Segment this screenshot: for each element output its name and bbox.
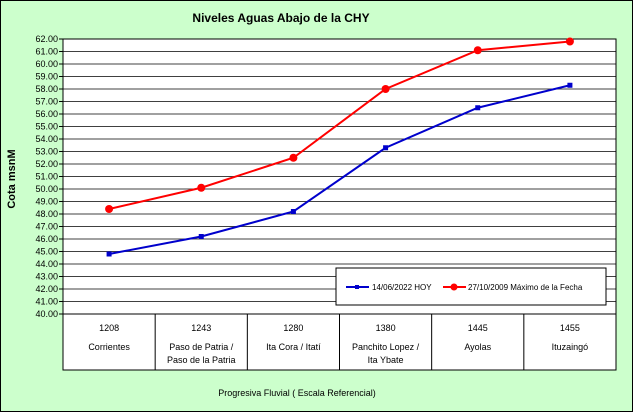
y-tick-label: 61.00: [35, 47, 58, 57]
category-name-0: Corrientes: [88, 342, 130, 352]
data-point-1-3: [381, 85, 390, 93]
y-tick-label: 60.00: [35, 59, 58, 69]
legend-label-0: 14/06/2022 HOY: [372, 283, 432, 292]
category-labels: 1208 Corrientes 1243 Paso de Patria / Pa…: [88, 323, 588, 365]
chart-title: Niveles Aguas Abajo de la CHY: [192, 11, 369, 25]
data-point-0-5: [567, 82, 573, 88]
y-tick-label: 44.00: [35, 259, 58, 269]
y-tick-label: 42.00: [35, 284, 58, 294]
data-point-1-0: [105, 205, 114, 213]
legend-marker-0: [355, 285, 359, 289]
y-axis-label: Cota msnM: [6, 149, 18, 208]
category-km-4: 1445: [468, 323, 488, 333]
y-tick-label: 53.00: [35, 147, 58, 157]
y-tick-label: 55.00: [35, 122, 58, 132]
y-tick-label: 51.00: [35, 172, 58, 182]
category-name-5: Ituzaingó: [552, 342, 589, 352]
data-point-1-2: [289, 153, 298, 162]
y-tick-label: 57.00: [35, 97, 58, 107]
grid-lines: [63, 51, 616, 302]
series-line-0: [108, 84, 571, 255]
y-tick-label: 49.00: [35, 197, 58, 207]
y-tick-label: 47.00: [35, 222, 58, 232]
y-tick-label: 48.00: [35, 209, 58, 219]
y-tick-label: 58.00: [35, 84, 58, 94]
y-tick-label: 52.00: [35, 159, 58, 169]
y-tick-label: 62.00: [35, 34, 58, 44]
category-name-3: Panchito Lopez /: [352, 342, 420, 352]
legend-marker-1: [450, 283, 458, 291]
y-tick-label: 46.00: [35, 234, 58, 244]
data-point-0-0: [106, 251, 112, 257]
y-tick-label: 41.00: [35, 297, 58, 307]
category-name2-1: Paso de la Patria: [167, 355, 236, 365]
category-dividers: [154, 314, 525, 370]
category-name-2: Ita Cora / Itatí: [266, 342, 321, 352]
category-km-5: 1455: [560, 323, 580, 333]
legend-box: [335, 267, 607, 306]
y-tick-label: 54.00: [35, 134, 58, 144]
data-point-1-4: [473, 46, 482, 55]
category-km-0: 1208: [99, 323, 119, 333]
y-tick-label: 50.00: [35, 184, 58, 194]
category-km-3: 1380: [376, 323, 396, 333]
legend: 14/06/2022 HOY 27/10/2009 Máximo de la F…: [335, 267, 607, 306]
series-layer: [105, 37, 574, 257]
category-km-2: 1280: [283, 323, 303, 333]
data-point-0-3: [383, 145, 389, 151]
data-point-0-1: [198, 234, 204, 239]
y-axis: 40.00 41.00 42.00 43.00 44.00 45.00 46.00 47.00…: [35, 34, 63, 319]
category-name-4: Ayolas: [464, 342, 491, 352]
category-km-1: 1243: [191, 323, 211, 333]
category-name-1: Paso de Patria /: [169, 342, 234, 352]
data-point-0-2: [290, 209, 296, 214]
y-tick-label: 43.00: [35, 272, 58, 282]
y-tick-label: 56.00: [35, 109, 58, 119]
data-point-1-1: [197, 183, 206, 192]
series-line-1: [108, 40, 571, 210]
x-axis-label: Progresiva Fluvial ( Escala Referencial): [218, 388, 376, 398]
y-tick-label: 40.00: [35, 309, 58, 319]
y-tick-label: 59.00: [35, 72, 58, 82]
y-tick-label: 45.00: [35, 247, 58, 257]
category-name2-3: Ita Ybate: [368, 355, 404, 365]
legend-label-1: 27/10/2009 Máximo de la Fecha: [468, 283, 583, 292]
data-point-1-5: [565, 37, 574, 46]
data-point-0-4: [475, 105, 481, 111]
